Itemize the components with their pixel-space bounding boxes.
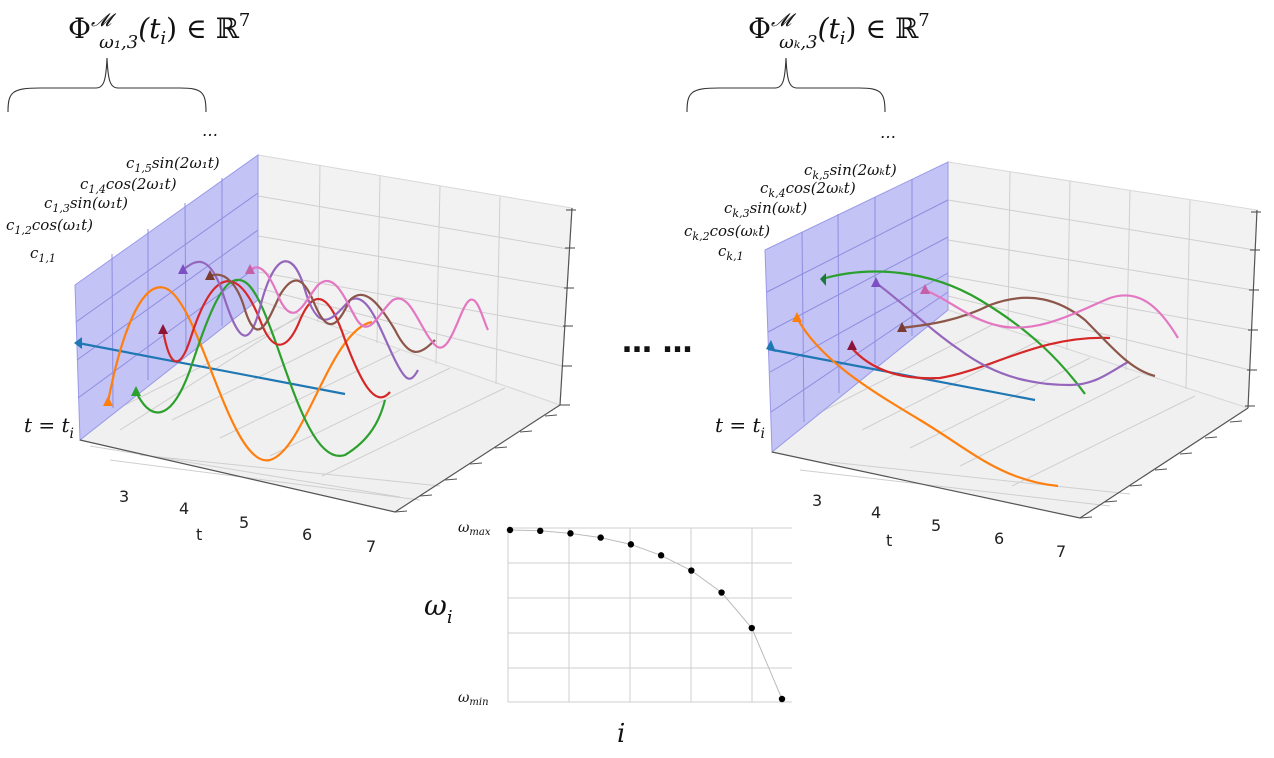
right-x-axis-label: t (886, 531, 892, 550)
right-brace-ellipsis: … (880, 123, 896, 142)
left-blue-grid (75, 178, 259, 409)
freq-x-axis-label: i (617, 719, 625, 749)
left-x-tick-5: 5 (239, 513, 249, 532)
right-basis-label-1: ck,1 (718, 242, 744, 263)
left-curve-red (161, 280, 391, 399)
right-panel: Φ𝓜 ωₖ,3(ti) ∈ ℝ7 … ck,5sin(2ωₖt) ck,4cos(… (684, 10, 1261, 561)
right-x-ticks: 3 4 5 6 7 t (812, 491, 1066, 561)
frequency-point (627, 541, 635, 548)
left-curve-blue (77, 341, 346, 396)
frequency-points (506, 526, 786, 703)
left-curve-green (135, 278, 387, 457)
left-curves (74, 260, 489, 462)
frequency-grid (507, 527, 792, 703)
left-basis-label-4: c1,4cos(2ω₁t) (80, 175, 177, 196)
right-curve-red (849, 336, 1111, 380)
left-curve-pink (249, 266, 489, 349)
frequency-line (509, 529, 783, 700)
right-basis-label-5: ck,5sin(2ωₖt) (804, 161, 897, 182)
right-curve-pink (924, 288, 1179, 339)
left-brace (7, 57, 207, 113)
right-x-tick-6: 6 (994, 529, 1004, 548)
left-curve-brown (209, 273, 436, 353)
right-brace (686, 57, 886, 113)
freq-y-bottom-label: ωmin (458, 690, 489, 708)
right-x-tick-3: 3 (812, 491, 822, 510)
right-curve-purple (875, 282, 1129, 387)
freq-y-top-label: ωmax (458, 520, 491, 538)
left-x-tick-6: 6 (302, 525, 312, 544)
left-x-axis-label: t (196, 525, 202, 544)
left-x-tick-3: 3 (119, 487, 129, 506)
right-basis-label-2: ck,2cos(ωₖt) (684, 222, 770, 243)
frequency-plot: ωmax ωmin ωi i (424, 520, 792, 749)
left-x-tick-7: 7 (366, 537, 376, 556)
left-x-ticks: 3 4 5 6 7 t (119, 487, 376, 556)
frequency-point (657, 552, 665, 559)
left-t-label: t = ti (24, 413, 74, 442)
left-brace-ellipsis: … (202, 121, 218, 140)
right-curve-brown (899, 296, 1156, 378)
frequency-point (537, 527, 544, 535)
frequency-point (597, 534, 604, 541)
right-curve-green (821, 270, 1086, 395)
left-basis-label-5: c1,5sin(2ω₁t) (126, 154, 220, 175)
right-x-tick-7: 7 (1056, 542, 1066, 561)
left-panel: Φ𝓜 ω₁,3(ti) ∈ ℝ7 … c1,5sin(2ω₁t) c1,4cos(… (6, 10, 576, 556)
left-basis-label-2: c1,2cos(ω₁t) (6, 216, 93, 237)
frequency-point (688, 567, 695, 574)
right-basis-label-4: ck,4cos(2ωₖt) (760, 179, 856, 200)
right-blue-pane (764, 161, 949, 454)
frequency-point (718, 589, 725, 596)
left-basis-label-3: c1,3sin(ω₁t) (44, 194, 128, 215)
right-header: Φ𝓜 ωₖ,3(ti) ∈ ℝ7 (748, 10, 930, 53)
left-curve-orange (106, 286, 373, 462)
right-x-tick-4: 4 (871, 503, 881, 522)
frequency-point (778, 695, 786, 703)
frequency-point (748, 624, 755, 632)
right-x-tick-5: 5 (931, 516, 941, 535)
right-curves (766, 270, 1179, 488)
middle-ellipsis: … … (622, 325, 692, 360)
right-basis-label-3: ck,3sin(ωₖt) (724, 199, 807, 220)
left-x-tick-4: 4 (179, 499, 189, 518)
right-curve-orange (796, 317, 1059, 488)
left-header: Φ𝓜 ω₁,3(ti) ∈ ℝ7 (68, 10, 250, 53)
freq-y-axis-label: ωi (424, 589, 453, 628)
left-basis-label-1: c1,1 (30, 244, 56, 265)
frequency-point (567, 530, 574, 537)
frequency-point (506, 526, 514, 534)
right-t-label: t = ti (715, 413, 765, 442)
